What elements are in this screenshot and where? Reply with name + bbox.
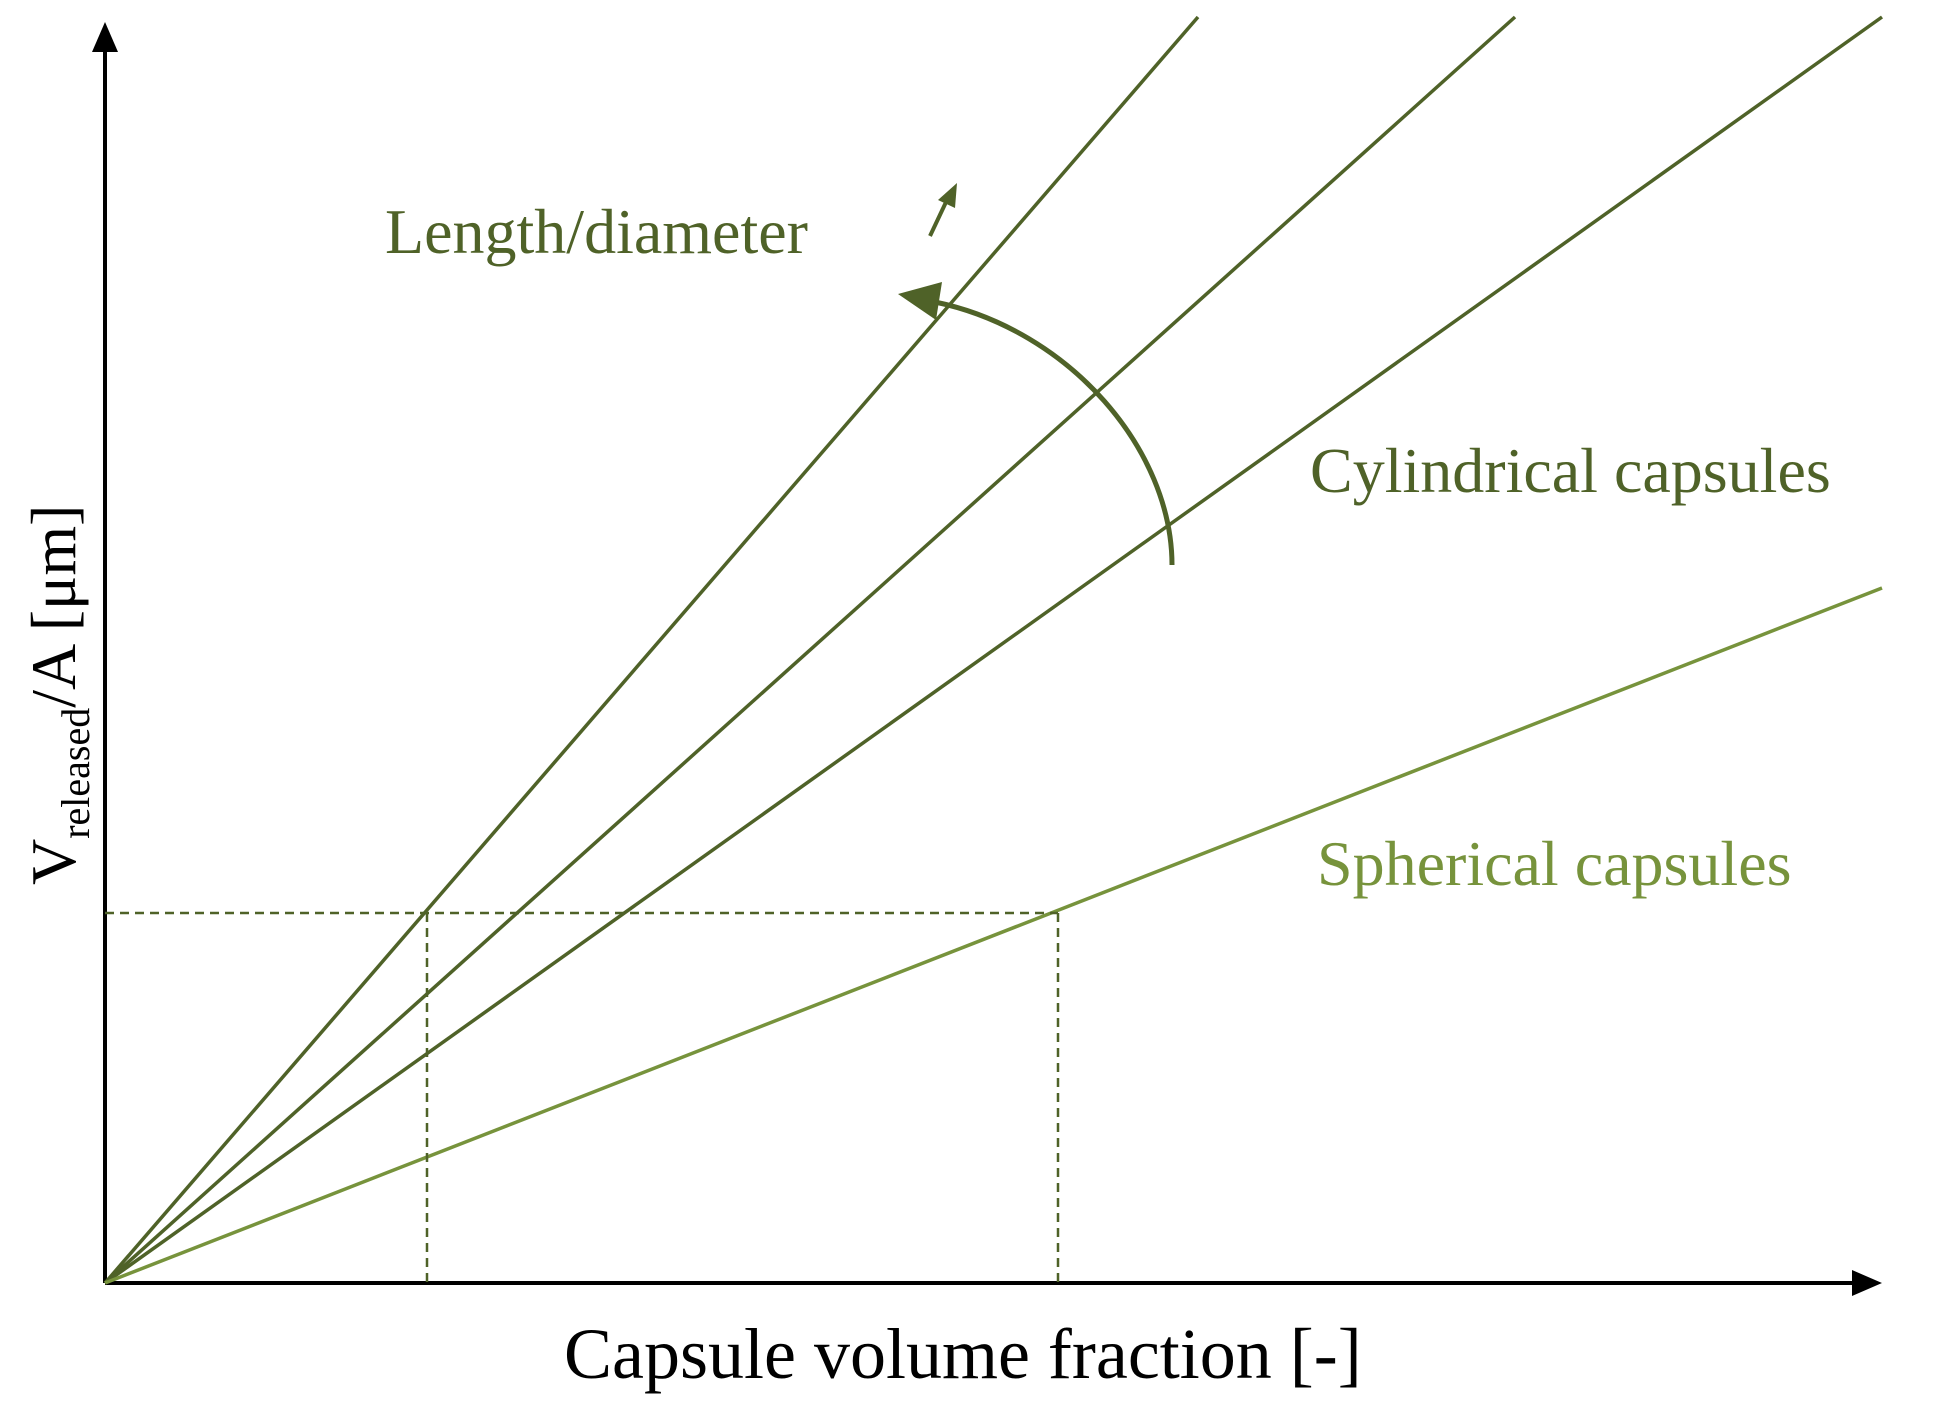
y-axis-label-suffix: /A [μm] — [18, 505, 89, 708]
cylindrical-line-shallow — [103, 15, 1884, 1285]
y-axis-label-main: V — [18, 839, 89, 885]
cylindrical-line-steep — [103, 15, 1200, 1285]
up-arrow-icon — [928, 183, 957, 237]
y-axis-label: Vreleased/A [μm] — [18, 505, 98, 885]
y-axis-label-subscript: released — [53, 708, 98, 839]
x-axis-label: Capsule volume fraction [-] — [564, 1314, 1362, 1394]
curved-arrow-arc — [934, 299, 1175, 566]
guide-lines — [105, 911, 1060, 1283]
length-diameter-label: Length/diameter — [385, 196, 808, 267]
cylindrical-lines — [103, 15, 1884, 1285]
spherical-line — [104, 586, 1883, 1285]
x-axis-arrowhead — [1852, 1270, 1882, 1296]
curved-arrow-head — [898, 282, 942, 320]
y-axis-arrowhead — [92, 22, 118, 52]
spherical-capsules-label: Spherical capsules — [1317, 828, 1792, 899]
curved-arrow — [898, 282, 1175, 566]
cylindrical-capsules-label: Cylindrical capsules — [1310, 435, 1831, 506]
cylindrical-line-medium — [103, 15, 1517, 1285]
axes — [92, 22, 1882, 1296]
